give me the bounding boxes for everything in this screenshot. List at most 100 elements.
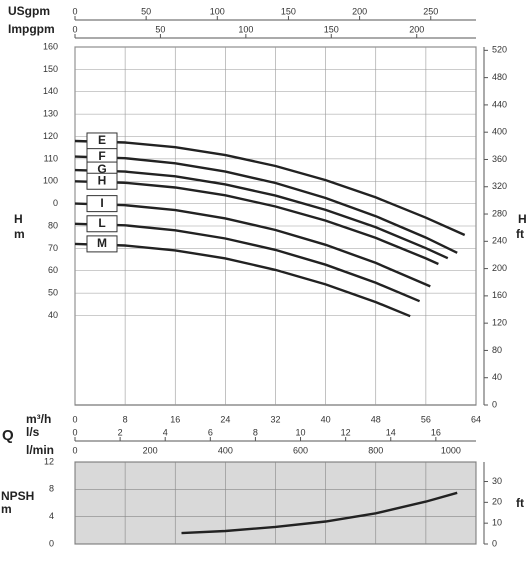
- y2-tick-label: 520: [492, 45, 507, 55]
- y2-tick-label: 320: [492, 181, 507, 191]
- y-tick-label: 80: [48, 220, 58, 230]
- npsh-label: m: [1, 502, 12, 516]
- y2-tick-label: 240: [492, 236, 507, 246]
- x-tick-label: 200: [143, 445, 158, 455]
- x-tick-label: 12: [341, 427, 351, 437]
- q-label: Q: [2, 427, 14, 444]
- curve: [74, 155, 458, 254]
- top-tick-label: 250: [423, 6, 438, 16]
- legend-box: [86, 172, 118, 190]
- y2-tick-label: 80: [492, 345, 502, 355]
- y2-tick-label: 120: [492, 318, 507, 328]
- legend-box: [86, 215, 118, 233]
- npsh-y2-label: ft: [516, 496, 524, 510]
- top-tick-label: 200: [352, 6, 367, 16]
- top-tick-label: 200: [409, 24, 424, 34]
- npsh-tick-label: 0: [49, 538, 54, 548]
- legend-label: F: [98, 149, 105, 163]
- y-tick-label: 120: [43, 131, 58, 141]
- y2-axis-label: H: [518, 212, 527, 226]
- x-tick-label: 16: [431, 427, 441, 437]
- top-tick-label: 50: [141, 6, 151, 16]
- y-tick-label: 60: [48, 265, 58, 275]
- y2-tick-label: 480: [492, 72, 507, 82]
- x-tick-label: 0: [72, 445, 77, 455]
- legend-label: L: [98, 216, 105, 230]
- npsh-y2-tick-label: 0: [492, 538, 497, 548]
- npsh-tick-label: 12: [44, 456, 54, 466]
- top-tick-label: 0: [72, 6, 77, 16]
- legend-box: [86, 195, 118, 213]
- legend-label: G: [97, 162, 106, 176]
- y-axis-label: H: [14, 212, 23, 226]
- x-tick-label: 8: [253, 427, 258, 437]
- y-tick-label: 150: [43, 64, 58, 74]
- curve: [74, 180, 439, 266]
- x-tick-label: 16: [170, 414, 180, 424]
- y-tick-label: 140: [43, 86, 58, 96]
- y-tick-label: 70: [48, 243, 58, 253]
- npsh-y2-tick-label: 20: [492, 497, 502, 507]
- x-tick-label: 800: [368, 445, 383, 455]
- x-axis-label: m³/h: [26, 412, 51, 426]
- top-tick-label: 0: [72, 24, 77, 34]
- x-tick-label: 48: [371, 414, 381, 424]
- y-tick-label: 100: [43, 176, 58, 186]
- y-axis-label: m: [14, 227, 25, 241]
- npsh-tick-label: 4: [49, 511, 54, 521]
- y-tick-label: 160: [43, 41, 58, 51]
- top-axis-label: Impgpm: [8, 22, 55, 36]
- y2-tick-label: 0: [492, 399, 497, 409]
- npsh-y2-tick-label: 30: [492, 476, 502, 486]
- y-tick-label: 50: [48, 288, 58, 298]
- x-tick-label: 0: [72, 427, 77, 437]
- top-tick-label: 100: [210, 6, 225, 16]
- legend-label: M: [97, 236, 107, 250]
- y2-tick-label: 440: [492, 99, 507, 109]
- y-tick-label: 110: [44, 153, 58, 163]
- y2-axis-label: ft: [516, 227, 524, 241]
- curve: [74, 139, 466, 237]
- top-tick-label: 150: [281, 6, 296, 16]
- legend-box: [86, 235, 118, 253]
- top-tick-label: 150: [324, 24, 339, 34]
- y-tick-label: 130: [43, 109, 58, 119]
- x-tick-label: 40: [321, 414, 331, 424]
- x-tick-label: 10: [296, 427, 306, 437]
- x-tick-label: 1000: [441, 445, 461, 455]
- y-tick-label: 40: [48, 310, 58, 320]
- x-tick-label: 32: [270, 414, 280, 424]
- top-tick-label: 50: [155, 24, 165, 34]
- top-axis-label: USgpm: [8, 4, 50, 18]
- x-tick-label: 6: [208, 427, 213, 437]
- x-tick-label: 2: [118, 427, 123, 437]
- curve: [74, 168, 449, 260]
- curve: [74, 242, 411, 318]
- x-tick-label: 64: [471, 414, 481, 424]
- y2-tick-label: 200: [492, 263, 507, 273]
- legend-label: I: [100, 196, 103, 210]
- x-tick-label: 600: [293, 445, 308, 455]
- npsh-curve: [181, 491, 458, 535]
- curve: [74, 222, 421, 303]
- x-axis-label: l/min: [26, 443, 54, 457]
- x-tick-label: 4: [163, 427, 168, 437]
- legend-label: E: [98, 133, 106, 147]
- npsh-y2-tick-label: 10: [492, 518, 502, 528]
- x-tick-label: 0: [72, 414, 77, 424]
- y2-tick-label: 160: [492, 290, 507, 300]
- x-tick-label: 8: [123, 414, 128, 424]
- y2-tick-label: 40: [492, 372, 502, 382]
- x-axis-label: l/s: [26, 425, 40, 439]
- legend-label: H: [98, 173, 107, 187]
- npsh-tick-label: 8: [49, 484, 54, 494]
- top-tick-label: 100: [238, 24, 253, 34]
- x-tick-label: 24: [220, 414, 230, 424]
- x-tick-label: 56: [421, 414, 431, 424]
- y2-tick-label: 280: [492, 208, 507, 218]
- y-tick-label: 0: [53, 198, 58, 208]
- y2-tick-label: 400: [492, 127, 507, 137]
- y2-tick-label: 360: [492, 154, 507, 164]
- x-tick-label: 14: [386, 427, 396, 437]
